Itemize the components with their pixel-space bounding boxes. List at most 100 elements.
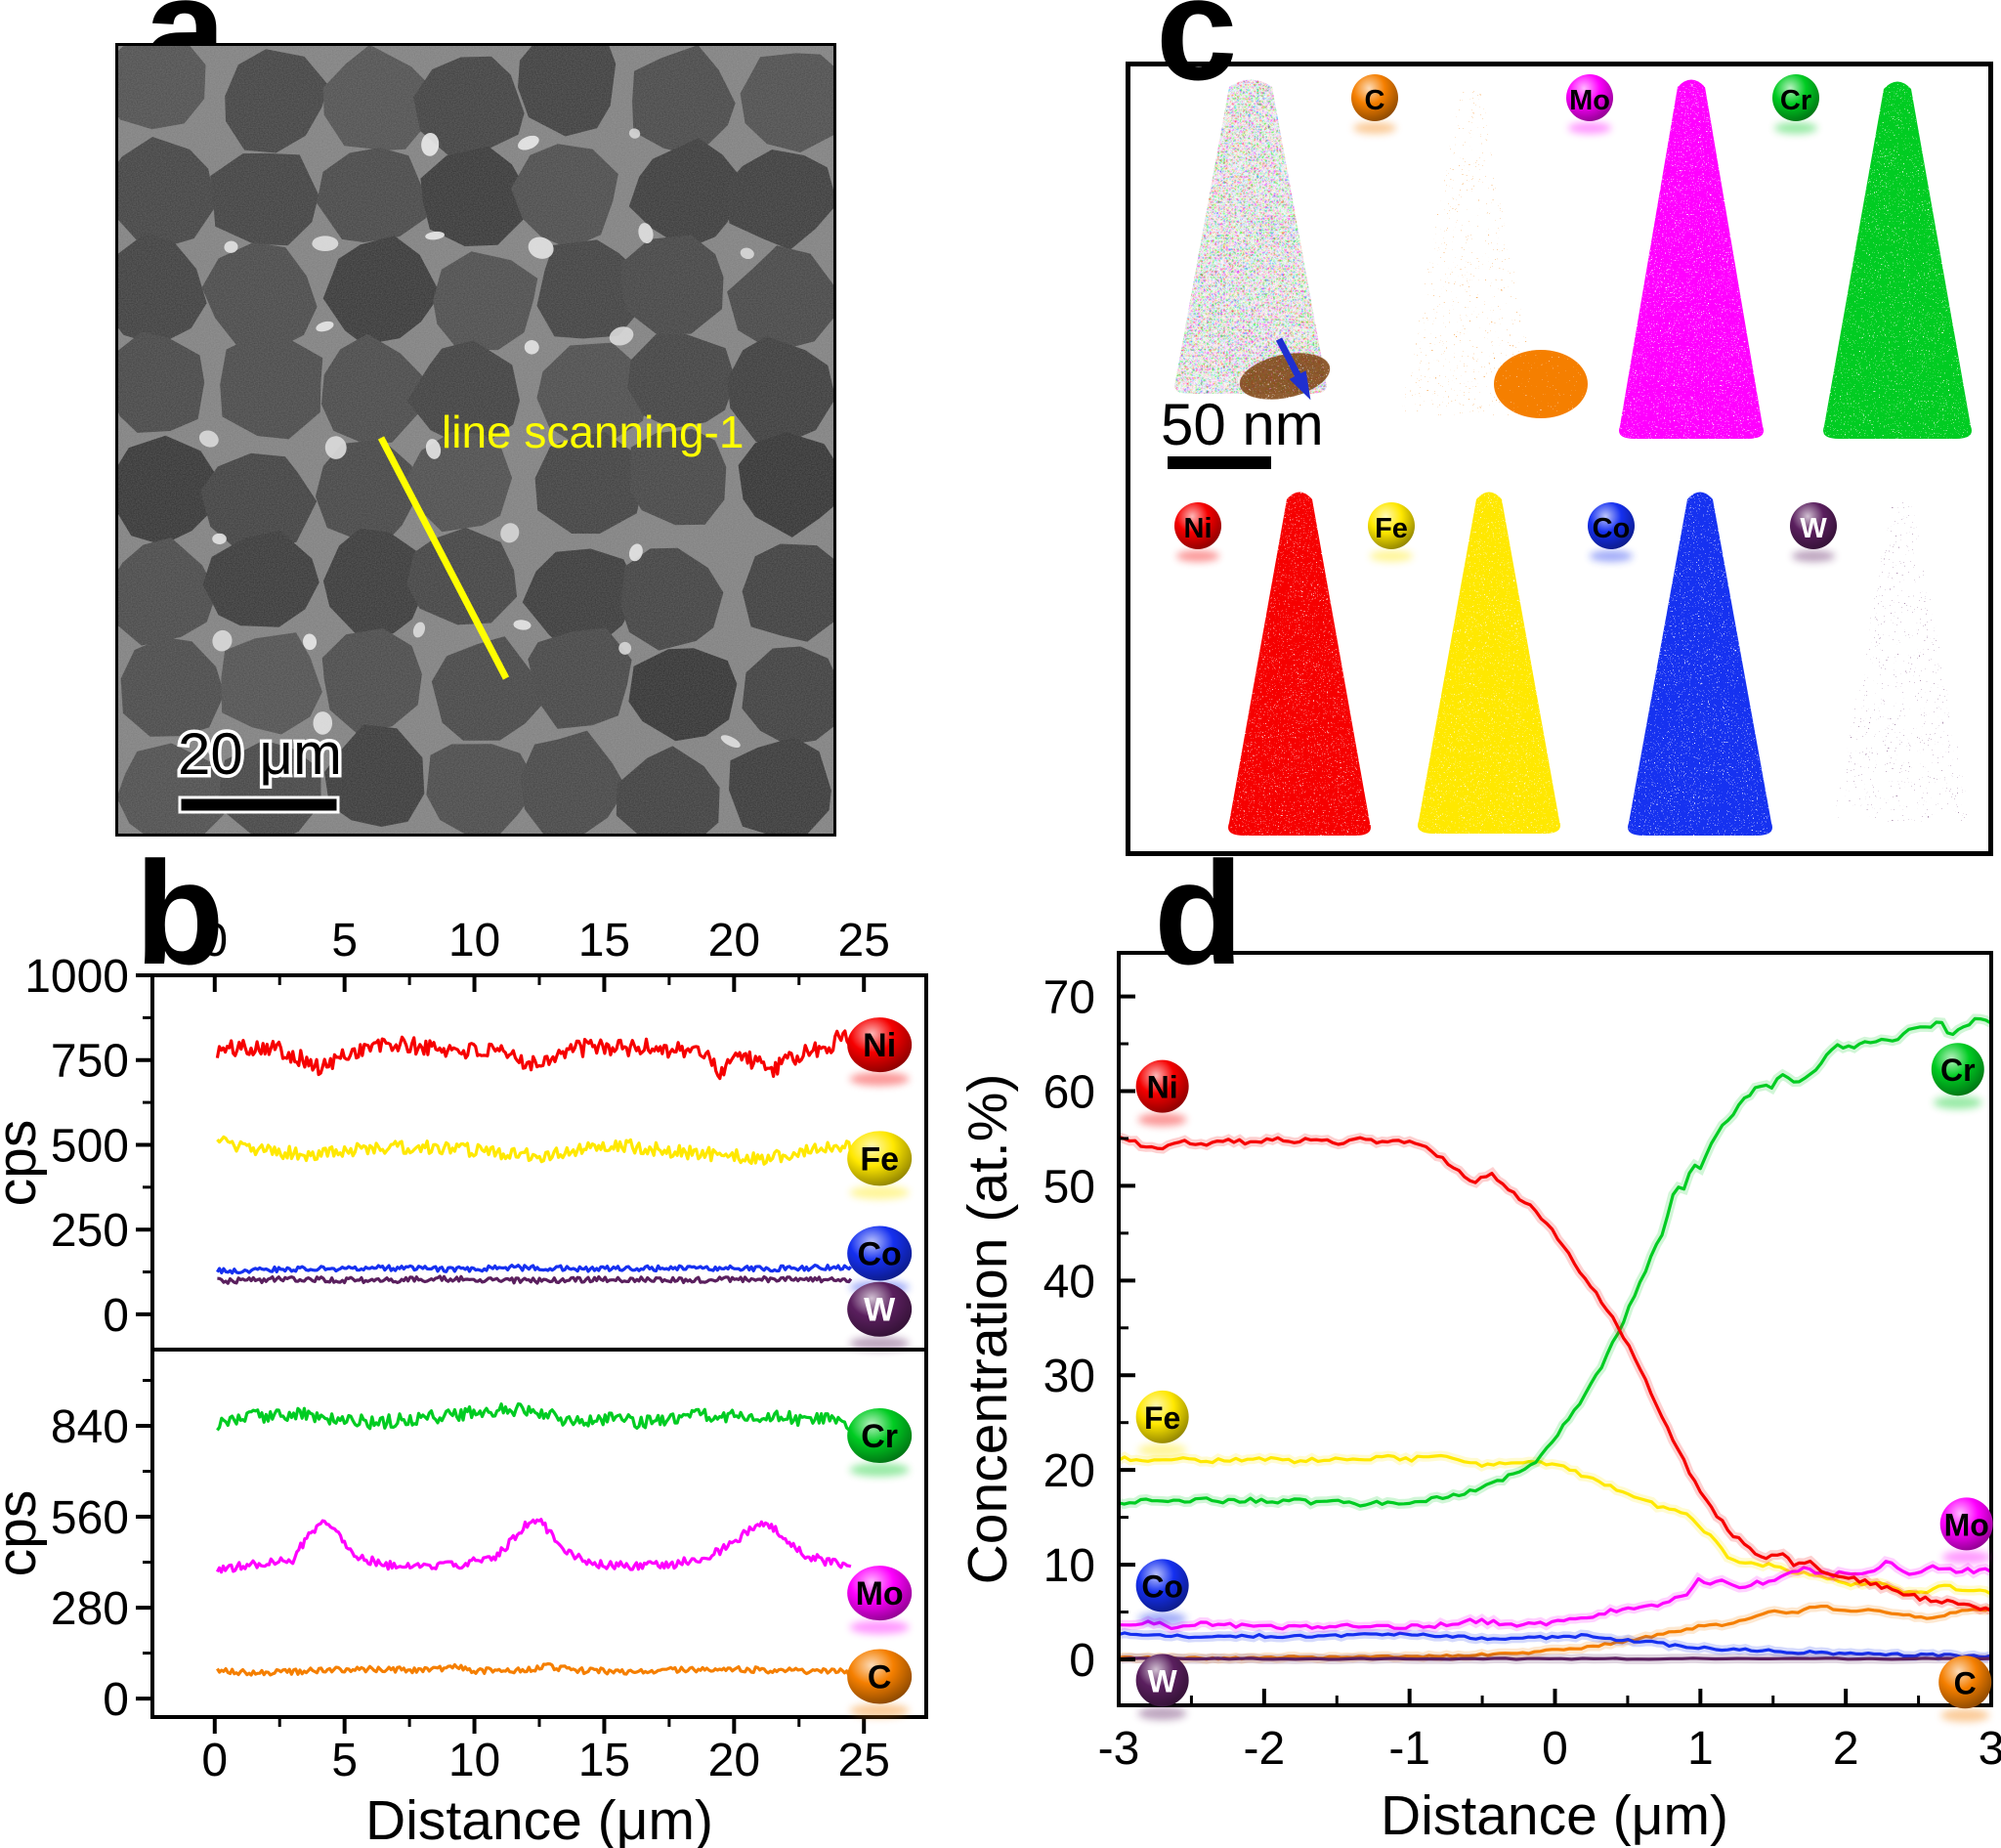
apt-cone-Ni: [1228, 492, 1371, 836]
tick-label: 0: [103, 1290, 129, 1342]
tick-label: 20: [708, 1735, 760, 1786]
b_bottom-plot-area: [215, 1401, 852, 1677]
series-Cr-band: [1119, 1013, 1991, 1512]
tick-label: 20: [708, 915, 760, 967]
b_bottom-x-axis-title: Distance (μm): [365, 1789, 713, 1848]
apt-cone-Co: [1628, 492, 1772, 836]
tick-label: 10: [448, 1735, 500, 1786]
line-scan-annotation: line scanning-1: [442, 407, 744, 457]
legend-badge-Ni: Ni: [847, 1017, 913, 1087]
sem-image-svg: line scanning-1 20 μm: [115, 43, 836, 837]
badge-shadow: [1352, 122, 1397, 134]
tick-label: 10: [448, 915, 500, 967]
badge-shadow: [1940, 1708, 1990, 1723]
panel_d-y-axis-title: Concentration (at.%): [957, 1074, 1019, 1585]
apt-cone-C: [1402, 87, 1588, 418]
tick-label: 250: [51, 1205, 129, 1257]
panel-c-apt-maps: C Mo Cr Ni Fe Co W 50 nm: [1126, 62, 1993, 856]
series-Ni-band: [1119, 1132, 1991, 1615]
series-Cr-line: [216, 1401, 851, 1432]
tick-label: 840: [51, 1401, 129, 1453]
series-Ni-line: [1119, 1135, 1991, 1612]
tick-label: 25: [838, 1735, 890, 1786]
legend-badge-C: C: [1351, 74, 1398, 134]
apt-cone-combined: [1174, 79, 1331, 401]
apt-cone-Mo: [1619, 79, 1764, 439]
tick-label: 280: [51, 1583, 129, 1635]
tick-label: 3: [1979, 1723, 2001, 1775]
legend-badge-C: C: [1938, 1655, 1992, 1723]
tick-label: -3: [1098, 1723, 1140, 1775]
Co-sphere-icon: [1588, 502, 1635, 549]
series-C-line: [216, 1661, 852, 1677]
tick-label: 60: [1043, 1066, 1095, 1118]
W-sphere-icon: [847, 1281, 913, 1337]
apt-cone-W: [1835, 499, 1970, 822]
panel-c-label: c: [1156, 0, 1238, 110]
tick-label: 10: [1043, 1540, 1095, 1592]
tick-label: 0: [103, 1674, 129, 1726]
apt-scale-bar: [1168, 456, 1271, 469]
badge-label: C: [868, 1658, 892, 1696]
badge-shadow: [849, 1463, 910, 1478]
badge-label: Fe: [1375, 513, 1408, 544]
b_top-y-axis-title: cps: [0, 1120, 48, 1207]
series-Cr-line: [1119, 1016, 1991, 1508]
panel-b-label: b: [135, 831, 225, 995]
badge-label: Mo: [1944, 1507, 1989, 1542]
badge-label: Co: [1141, 1569, 1183, 1604]
tick-label: 50: [1043, 1161, 1095, 1213]
series-Co-line: [1119, 1631, 1991, 1659]
tick-label: 2: [1833, 1723, 1859, 1775]
Fe-sphere-icon: [1368, 502, 1415, 549]
series-Mo-line: [215, 1518, 852, 1574]
panel_d-frame: [1117, 951, 1993, 1707]
badge-label: Mo: [856, 1575, 904, 1612]
tick-label: 1: [1687, 1723, 1714, 1775]
Cr-sphere-icon: [1772, 74, 1819, 121]
legend-badge-Cr: Cr: [847, 1408, 913, 1478]
series-Fe-line: [216, 1135, 853, 1166]
apt-cone-Fe: [1418, 492, 1560, 834]
tick-label: -2: [1243, 1723, 1285, 1775]
tick-label: 15: [578, 1735, 630, 1786]
badge-label: Co: [857, 1235, 901, 1272]
badge-label: C: [1365, 85, 1385, 116]
series-Mo-line: [1119, 1560, 1991, 1631]
badge-label: Mo: [1569, 85, 1610, 116]
legend-badge-W: W: [1135, 1654, 1189, 1721]
panel-b-line-scan-chart: 0 5 10 15 20 25 0 250 500 750 1000 cps Ni Fe Co W 0 5 10 15…: [0, 860, 938, 1848]
badge-shadow: [1137, 1443, 1187, 1457]
b_bottom-axis-bottom: 0 5 10 15 20 25: [201, 1717, 890, 1786]
badge-label: W: [1148, 1663, 1178, 1698]
legend-badge-C: C: [847, 1649, 913, 1718]
b_bottom-axis-left: 0 280 560 840: [51, 1379, 152, 1726]
badge-shadow: [1589, 550, 1634, 562]
apt-maps-svg: C Mo Cr Ni Fe Co W 50 nm: [1126, 62, 1993, 856]
tick-label: 5: [331, 915, 358, 967]
b_top-axis-left: 0 250 500 750 1000: [24, 951, 152, 1342]
panel-a-sem-image: line scanning-1 20 μm: [115, 43, 836, 837]
Cr-sphere-icon: [847, 1408, 913, 1464]
C-sphere-icon: [847, 1649, 913, 1704]
tick-label: 0: [1069, 1635, 1095, 1687]
legend-badge-W: W: [1790, 502, 1837, 562]
tick-label: 500: [51, 1120, 129, 1172]
badge-label: Ni: [1184, 513, 1213, 544]
badge-shadow: [849, 1185, 910, 1200]
badge-shadow: [1773, 122, 1818, 134]
badge-shadow: [849, 1703, 910, 1718]
tick-label: 560: [51, 1492, 129, 1544]
series-Co-line: [216, 1264, 853, 1275]
panel_d-axis-left: 0 10 20 30 40 50 60 70: [1043, 972, 1135, 1687]
panel_d-x-axis-title: Distance (μm): [1381, 1784, 1728, 1847]
legend-badge-W: W: [847, 1281, 913, 1351]
tick-label: 15: [578, 915, 630, 967]
badge-shadow: [1175, 550, 1220, 562]
legend-badge-Mo: Mo: [847, 1566, 913, 1635]
tick-label: 5: [331, 1735, 358, 1786]
sem-scale-bar: [178, 795, 340, 814]
sem-frame: [115, 43, 836, 837]
badge-label: Ni: [1147, 1070, 1178, 1105]
legend-badge-Ni: Ni: [1135, 1059, 1189, 1127]
